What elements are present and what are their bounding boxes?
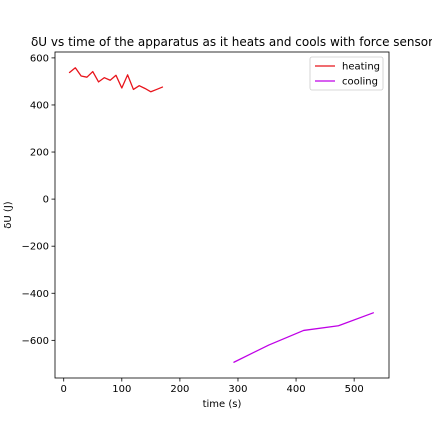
legend-label-cooling: cooling [342,77,378,88]
x-tick-label: 500 [345,384,364,395]
series-line-heating [68,67,164,93]
y-tick-label: 200 [30,148,49,159]
x-tick-label: 200 [170,384,189,395]
y-tick-label: 0 [43,195,49,206]
series-layer [68,67,374,363]
series-line-cooling [233,312,374,363]
x-tick-label: 0 [61,384,67,395]
legend-items: heating cooling [315,62,380,88]
x-tick-label: 300 [228,384,247,395]
legend-box [309,56,384,91]
y-axis: 600 400 200 0 −200 −400 −600 [22,53,55,347]
y-tick-label: −200 [22,242,49,253]
plot-area: 0 100 200 300 400 500 600 400 200 0 −200 −400 −600 [22,51,390,395]
x-tick-label: 100 [112,384,131,395]
y-tick-label: −600 [22,336,49,347]
y-tick-label: 600 [30,53,49,64]
x-tick-label: 400 [287,384,306,395]
x-axis: 0 100 200 300 400 500 [61,378,364,395]
legend-label-heating: heating [342,62,380,73]
y-tick-label: −400 [22,289,49,300]
legend: heating cooling [309,56,384,91]
x-axis-label: time (s) [203,399,242,410]
y-axis-label: δU (J) [3,201,14,228]
chart-title: δU vs time of the apparatus as it heats … [31,35,432,49]
y-tick-label: 400 [30,100,49,111]
plot-frame [54,51,390,379]
